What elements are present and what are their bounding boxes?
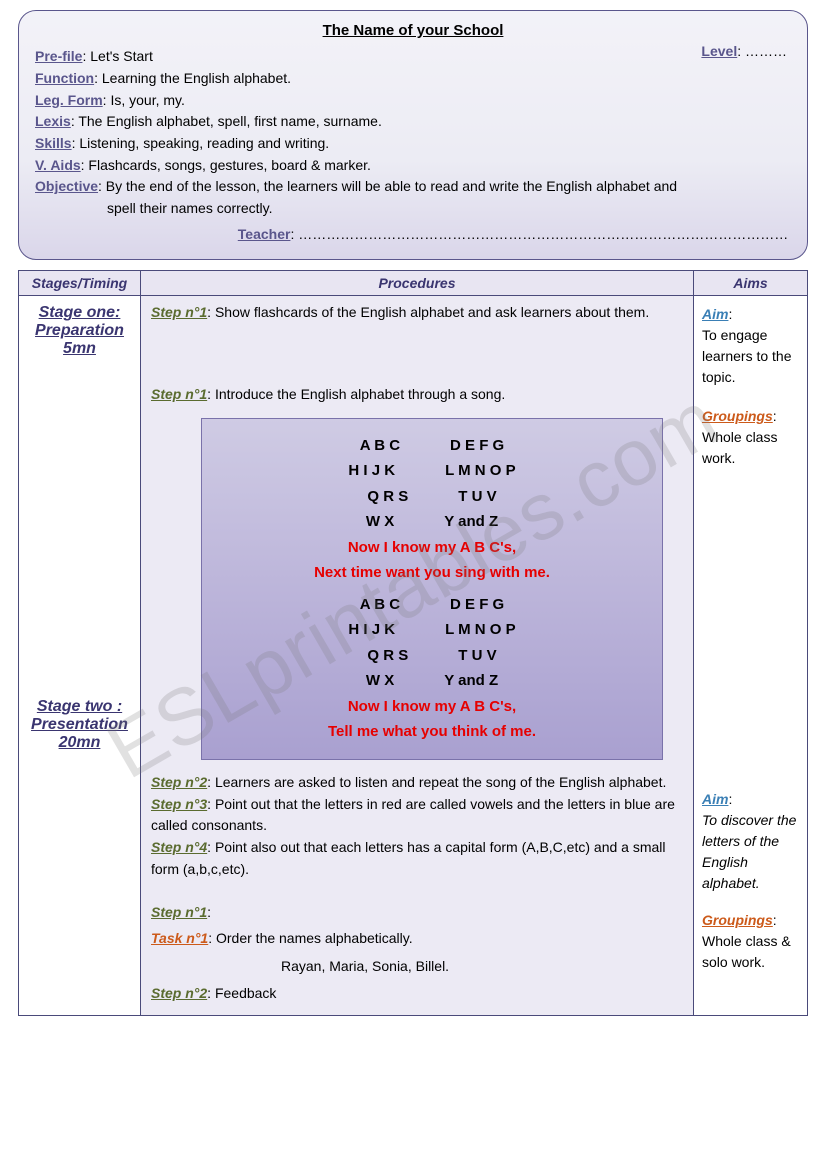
s2-step3: Step n°3: Point out that the letters in … [151,794,683,837]
lexis-label: Lexis [35,113,71,129]
col-aims-header: Aims [694,271,808,296]
aim-label: Aim [702,791,728,807]
prefile-value: : Let's Start [82,48,152,64]
song-r4b: Y and Z [444,509,498,535]
step-text: : Feedback [207,985,276,1001]
objective-value: : By the end of the lesson, the learners… [98,178,677,194]
s3-task1: Task n°1: Order the names alphabetically… [151,928,683,950]
step-label: Step n°1 [151,304,207,320]
s3-names: Rayan, Maria, Sonia, Billel. [151,956,683,978]
s2-step1: Step n°1: Introduce the English alphabet… [151,384,683,406]
s1-step1: Step n°1: Show flashcards of the English… [151,302,683,324]
col-procedures-header: Procedures [141,271,694,296]
teacher-value: : …………………………………………………………………………………………… [290,226,788,242]
skills-value: : Listening, speaking, reading and writi… [72,135,330,151]
song-red2: Next time want you sing with me. [212,560,652,586]
s3-step1: Step n°1: [151,902,683,924]
prefile-label: Pre-file [35,48,82,64]
objective-value2: spell their names correctly. [107,200,272,216]
step-label: Step n°1 [151,904,207,920]
header-box: The Name of your School Level: ……… Pre-f… [18,10,808,260]
teacher-label: Teacher [238,226,291,242]
song-r3b2: T U V [458,643,496,669]
song-r3a2: Q R S [367,643,408,669]
aims-cell: Aim: To engage learners to the topic. Gr… [694,296,808,1016]
song-r2b: L M N O P [445,458,516,484]
vaids-value: : Flashcards, songs, gestures, board & m… [81,157,371,173]
song-box: A B C D E F G H I J K L M N O P Q R S T U V… [201,418,663,760]
procedures-cell: Step n°1: Show flashcards of the English… [141,296,694,1016]
teacher-line: Teacher: …………………………………………………………………………………… [35,224,791,246]
aim1-text: To engage learners to the topic. [702,325,799,388]
step-label: Step n°2 [151,985,207,1001]
group2-text: Whole class & solo work. [702,931,799,973]
step-text: : Introduce the English alphabet through… [207,386,505,402]
step-label: Step n°4 [151,839,207,855]
stage-two-time: 20mn [25,734,134,752]
stage-one-sub: Preparation [25,322,134,340]
skills-label: Skills [35,135,72,151]
step-text: : [207,904,211,920]
page-title: The Name of your School [35,19,791,42]
objective-label: Objective [35,178,98,194]
lesson-table: Stages/Timing Procedures Aims Stage one:… [18,270,808,1016]
level-field: Level: ……… [701,41,787,63]
step-label: Step n°3 [151,796,207,812]
lexis-value: : The English alphabet, spell, first nam… [71,113,382,129]
song-r1a: A B C [360,433,400,459]
song-r4b2: Y and Z [444,668,498,694]
vaids-label: V. Aids [35,157,81,173]
level-value: : ……… [737,43,787,59]
aim2-text: To discover the letters of the English a… [702,810,799,894]
step-text: : Show flashcards of the English alphabe… [207,304,649,320]
s3-step2: Step n°2: Feedback [151,983,683,1005]
song-r2b2: L M N O P [445,617,516,643]
col-stages-header: Stages/Timing [19,271,141,296]
stages-cell: Stage one: Preparation 5mn Stage two : P… [19,296,141,1016]
song-r4a2: W X [366,668,394,694]
groupings-label: Groupings [702,912,773,928]
s2-step4: Step n°4: Point also out that each lette… [151,837,683,880]
step-text: : Learners are asked to listen and repea… [207,774,666,790]
stage-one-time: 5mn [25,340,134,358]
function-label: Function [35,70,94,86]
groupings-label: Groupings [702,408,773,424]
step-label: Step n°2 [151,774,207,790]
song-r4a: W X [366,509,394,535]
step-label: Step n°1 [151,386,207,402]
aim-label: Aim [702,306,728,322]
task-text: : Order the names alphabetically. [208,930,412,946]
step-text: : Point out that the letters in red are … [151,796,675,834]
song-red1: Now I know my A B C's, [212,535,652,561]
song-r1b: D E F G [450,433,504,459]
song-red3: Now I know my A B C's, [212,694,652,720]
legform-label: Leg. Form [35,92,103,108]
song-r2a2: H I J K [348,617,395,643]
task-label: Task n°1 [151,930,208,946]
stage-two-sub: Presentation [25,716,134,734]
stage-two-title: Stage two : [25,698,134,716]
legform-value: : Is, your, my. [103,92,185,108]
song-r2a: H I J K [348,458,395,484]
group1-text: Whole class work. [702,427,799,469]
song-r3a: Q R S [367,484,408,510]
song-red4: Tell me what you think of me. [212,719,652,745]
step-text: : Point also out that each letters has a… [151,839,666,877]
song-r1b2: D E F G [450,592,504,618]
s2-step2: Step n°2: Learners are asked to listen a… [151,772,683,794]
song-r1a2: A B C [360,592,400,618]
function-value: : Learning the English alphabet. [94,70,291,86]
level-label: Level [701,43,737,59]
stage-one-title: Stage one: [25,304,134,322]
song-r3b: T U V [458,484,496,510]
